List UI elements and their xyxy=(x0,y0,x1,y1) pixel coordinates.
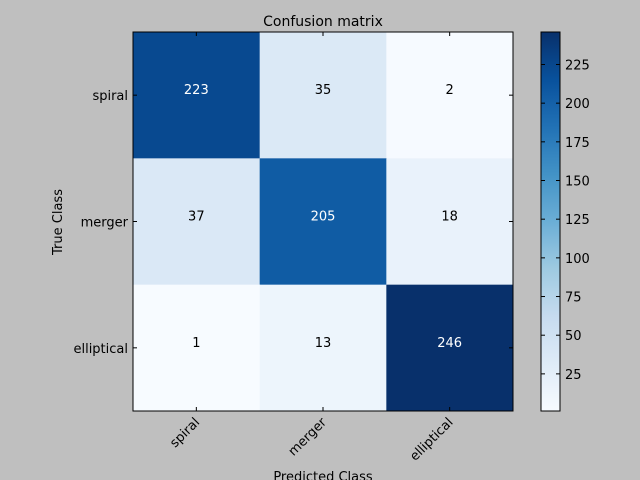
y-axis-ticks: spiral merger elliptical xyxy=(73,89,513,357)
y-tick-label: merger xyxy=(81,216,129,231)
colorbar-tick-label: 75 xyxy=(565,291,582,306)
cell-value-label: 18 xyxy=(441,210,458,225)
heatmap-cells xyxy=(133,32,514,412)
colorbar-tick-label: 125 xyxy=(565,213,590,228)
heatmap-cell xyxy=(133,32,261,159)
cell-value-label: 37 xyxy=(188,210,205,225)
heatmap-cell-labels: 223 35 2 37 205 18 1 13 246 xyxy=(184,83,462,351)
heatmap-cell xyxy=(386,284,514,412)
heatmap-cell xyxy=(259,158,387,286)
colorbar-tick-label: 200 xyxy=(565,97,590,112)
cell-value-label: 246 xyxy=(437,336,462,351)
colorbar-tick-label: 225 xyxy=(565,58,590,73)
colorbar-tick-label: 175 xyxy=(565,136,590,151)
y-tick-label: spiral xyxy=(92,89,128,104)
cell-value-label: 223 xyxy=(184,83,209,98)
cell-value-label: 35 xyxy=(315,83,332,98)
colorbar-tick-label: 150 xyxy=(565,175,590,190)
colorbar-tick-label: 100 xyxy=(565,252,590,267)
chart-title: Confusion matrix xyxy=(263,14,383,30)
heatmap-cell xyxy=(133,284,261,412)
heatmap-cell xyxy=(386,32,514,159)
cell-value-label: 1 xyxy=(192,336,200,351)
y-axis-label: True Class xyxy=(51,189,66,256)
colorbar-tick-label: 25 xyxy=(565,368,582,383)
heatmap-cell xyxy=(259,284,387,412)
colorbar-ticks: 25 50 75 100 125 150 175 200 225 xyxy=(541,58,590,383)
heatmap-cell xyxy=(386,158,514,286)
heatmap-cell xyxy=(133,158,261,286)
y-tick-label: elliptical xyxy=(73,342,128,357)
colorbar xyxy=(540,31,561,412)
colorbar-tick-label: 50 xyxy=(565,329,582,344)
heatmap-cell xyxy=(259,32,387,159)
cell-value-label: 2 xyxy=(446,83,454,98)
cell-value-label: 205 xyxy=(311,210,336,225)
cell-value-label: 13 xyxy=(315,336,332,351)
x-axis-label: Predicted Class xyxy=(273,470,373,480)
